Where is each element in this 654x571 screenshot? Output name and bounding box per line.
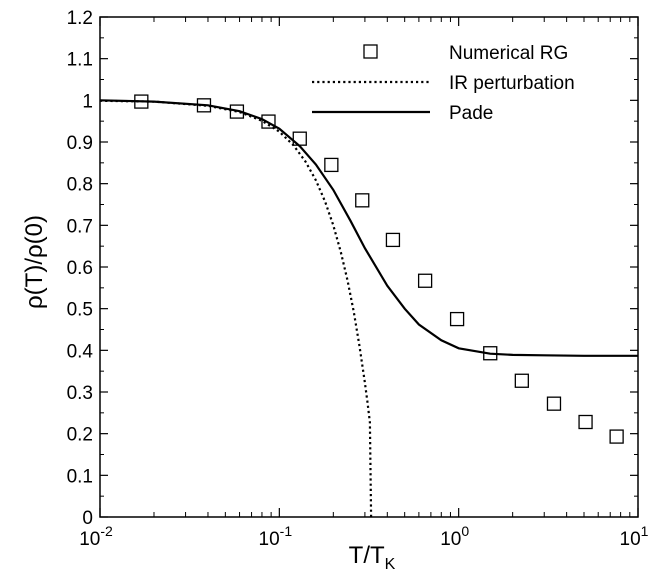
series-line-ir-perturbation — [100, 99, 373, 517]
x-axis-title-subscript: K — [385, 556, 396, 571]
plot-area — [100, 94, 638, 517]
y-tick-label: 0.5 — [67, 300, 93, 321]
y-tick-label: 0.8 — [67, 175, 93, 196]
data-point-numerical-rg — [355, 193, 370, 208]
y-tick-label: 0.9 — [67, 133, 93, 154]
y-tick-label: 0 — [82, 508, 93, 529]
y-axis-title: ρ(T)/ρ(0) — [21, 215, 48, 309]
data-point-numerical-rg — [609, 429, 624, 444]
data-point-numerical-rg — [514, 373, 529, 388]
x-tick-label: 10-2 — [79, 523, 113, 550]
data-point-numerical-rg — [578, 414, 593, 430]
legend-label-pade: Pade — [449, 103, 493, 124]
x-tick-label: 10-1 — [259, 523, 293, 550]
y-tick-label: 0.6 — [67, 258, 93, 279]
y-tick-label: 0.7 — [67, 216, 93, 237]
legend-label-ir-perturbation: IR perturbation — [449, 73, 575, 94]
data-point-numerical-rg — [261, 114, 276, 129]
legend-label-numerical-rg: Numerical RG — [449, 43, 568, 64]
y-tick-label: 0.3 — [67, 383, 93, 404]
data-point-numerical-rg — [385, 232, 401, 248]
y-tick-label: 1.1 — [67, 50, 93, 71]
data-point-numerical-rg — [449, 311, 465, 327]
x-tick-label: 100 — [440, 523, 469, 550]
y-tick-label: 1.2 — [67, 8, 93, 29]
x-axis-title: T/TK — [349, 542, 396, 571]
y-tick-label: 0.4 — [67, 341, 94, 362]
data-point-numerical-rg — [417, 273, 433, 288]
x-axis-title-base: T/T — [349, 542, 385, 569]
axes: 0 0.1 0.2 0.3 0.4 0.5 0.6 0.7 0.8 0.9 1 1.1 1.2 10-2 1… — [67, 8, 649, 550]
x-tick-label: 101 — [620, 523, 649, 550]
y-tick-label: 1 — [82, 91, 93, 112]
legend: Numerical RG IR perturbation Pade — [312, 43, 575, 124]
series-line-pade — [100, 99, 638, 357]
legend-marker-numerical-rg — [363, 44, 378, 59]
data-point-numerical-rg — [324, 157, 339, 173]
y-tick-label: 0.2 — [67, 425, 93, 446]
data-point-numerical-rg — [546, 396, 562, 411]
y-tick-label: 0.1 — [67, 466, 93, 487]
